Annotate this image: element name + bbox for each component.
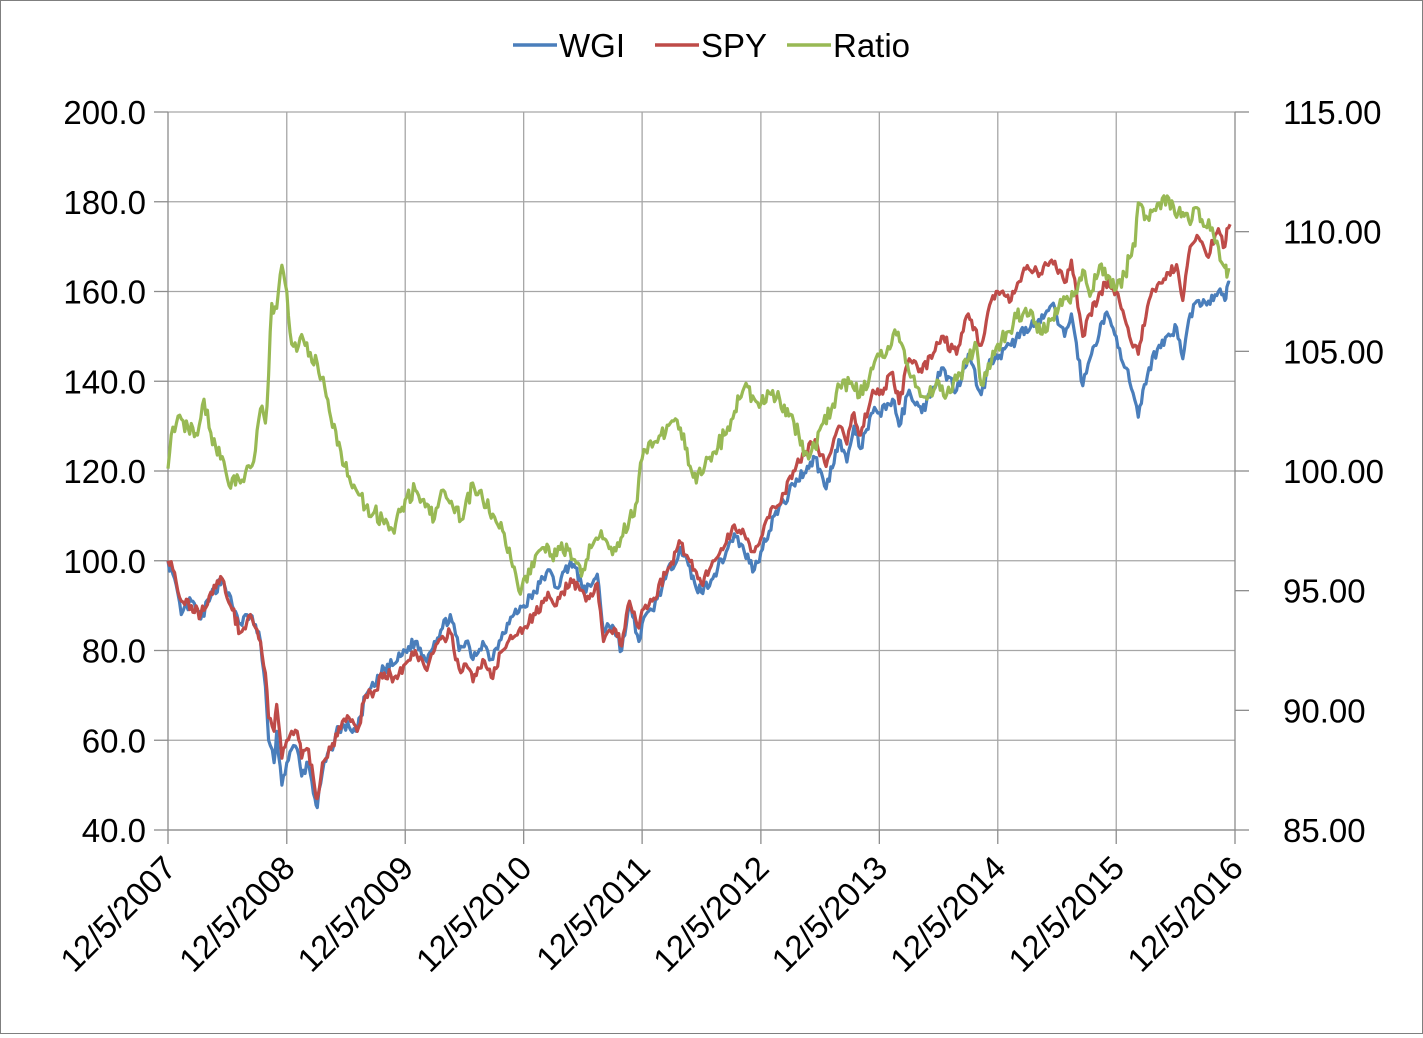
left-tick-label: 140.0 bbox=[63, 363, 146, 400]
x-tick-label: 12/5/2013 bbox=[764, 849, 894, 979]
series-line-ratio bbox=[166, 194, 1231, 596]
left-tick-label: 160.0 bbox=[63, 274, 146, 311]
left-tick-label: 200.0 bbox=[63, 94, 146, 131]
x-tick-label: 12/5/2010 bbox=[409, 849, 539, 979]
series-line-spy bbox=[166, 223, 1232, 801]
x-tick-label: 12/5/2007 bbox=[53, 849, 183, 979]
x-tick-label: 12/5/2014 bbox=[883, 849, 1013, 979]
legend-label-wgi: WGI bbox=[559, 27, 625, 64]
left-tick-label: 180.0 bbox=[63, 184, 146, 221]
x-tick-label: 12/5/2016 bbox=[1120, 849, 1250, 979]
legend-label-ratio: Ratio bbox=[833, 27, 910, 64]
legend-label-spy: SPY bbox=[701, 27, 767, 64]
series-layer bbox=[166, 194, 1232, 810]
right-axis-ticks: 85.00 90.00 95.00 100.00 105.00 110.00 115.00 bbox=[1283, 94, 1384, 849]
left-axis-ticks: 40.0 60.0 80.0 100.0 120.0 140.0 160.0 180.0 200… bbox=[63, 94, 146, 849]
right-tick-label: 105.00 bbox=[1283, 333, 1384, 370]
axes bbox=[154, 111, 1249, 844]
left-tick-label: 100.0 bbox=[63, 543, 146, 580]
x-tick-label: 12/5/2015 bbox=[1001, 849, 1131, 979]
right-tick-label: 115.00 bbox=[1283, 94, 1381, 131]
x-tick-label: 12/5/2012 bbox=[646, 849, 776, 979]
x-tick-label: 12/5/2011 bbox=[529, 849, 657, 977]
right-tick-label: 100.00 bbox=[1283, 453, 1384, 490]
left-tick-label: 40.0 bbox=[82, 812, 146, 849]
right-tick-label: 90.00 bbox=[1283, 692, 1366, 729]
right-tick-label: 85.00 bbox=[1283, 812, 1366, 849]
left-tick-label: 60.0 bbox=[82, 722, 146, 759]
legend: WGI SPY Ratio bbox=[513, 27, 910, 64]
x-axis-ticks: 12/5/200712/5/200812/5/200912/5/201012/5… bbox=[53, 849, 1250, 979]
x-tick-label: 12/5/2009 bbox=[290, 849, 420, 979]
left-tick-label: 80.0 bbox=[82, 633, 146, 670]
left-tick-label: 120.0 bbox=[63, 453, 146, 490]
x-tick-label: 12/5/2008 bbox=[172, 849, 302, 979]
series-line-wgi bbox=[166, 280, 1231, 810]
right-tick-label: 95.00 bbox=[1283, 573, 1366, 610]
right-tick-label: 110.00 bbox=[1283, 214, 1381, 251]
